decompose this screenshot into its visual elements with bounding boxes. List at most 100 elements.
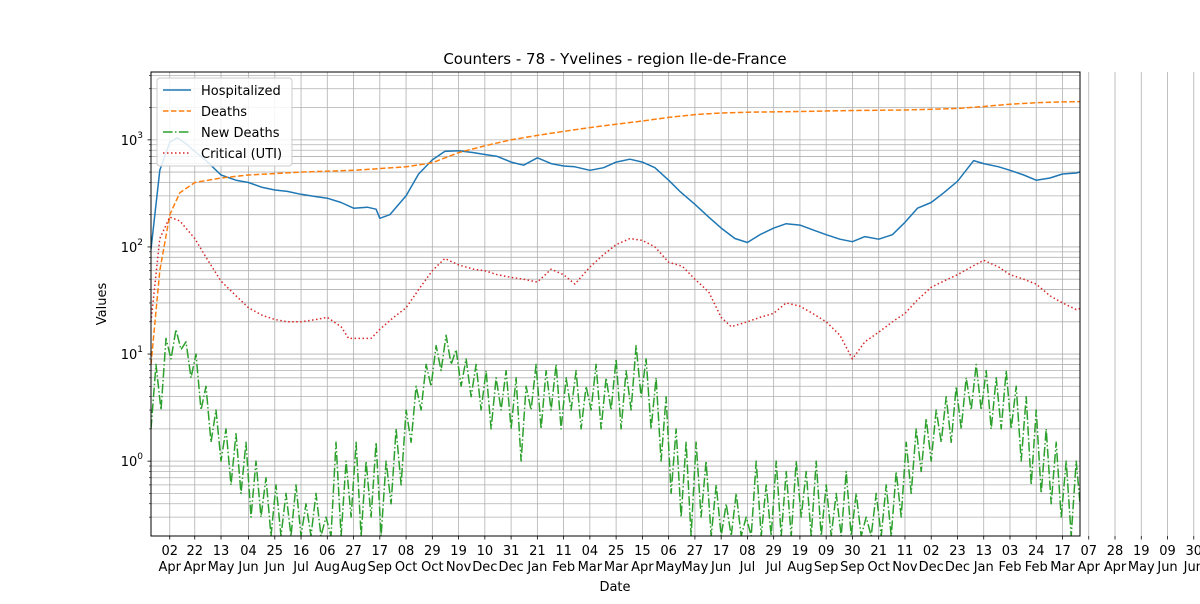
x-tick-day-label: 15 (634, 544, 651, 559)
x-tick-month-label: Jun (1183, 560, 1200, 575)
x-tick-month-label: Jan (526, 560, 547, 575)
x-tick-day-label: 16 (293, 544, 310, 559)
x-tick-day-label: 09 (818, 544, 835, 559)
y-axis-label: Values (95, 283, 110, 326)
x-tick-month-label: Jun (710, 560, 731, 575)
series-line-critical-uti (151, 216, 1080, 360)
x-tick-day-label: 17 (1054, 544, 1071, 559)
x-tick-month-label: Aug (315, 560, 340, 575)
x-axis-label: Date (599, 580, 630, 595)
plot-frame (150, 71, 1081, 537)
x-tick-month-label: May (208, 560, 235, 575)
x-tick-month-label: Mar (1050, 560, 1075, 575)
x-tick-month-label: Mar (578, 560, 603, 575)
x-tick-day-label: 19 (792, 544, 809, 559)
x-tick-day-label: 19 (1133, 544, 1150, 559)
x-tick-month-label: Dec (499, 560, 524, 575)
x-tick-month-label: Apr (1104, 560, 1127, 575)
x-tick-day-label: 02 (161, 544, 178, 559)
x-tick-month-label: Jun (237, 560, 258, 575)
x-tick-month-label: Mar (604, 560, 629, 575)
x-tick-day-label: 29 (424, 544, 441, 559)
x-tick-day-label: 28 (1107, 544, 1124, 559)
x-tick-month-label: Sep (814, 560, 839, 575)
x-tick-month-label: May (1128, 560, 1155, 575)
x-tick-month-label: Aug (341, 560, 366, 575)
x-tick-day-label: 30 (1186, 544, 1200, 559)
x-tick-month-label: Apr (159, 560, 182, 575)
x-tick-day-label: 31 (503, 544, 520, 559)
x-tick-day-label: 29 (765, 544, 782, 559)
plot-background (151, 72, 1080, 536)
x-tick-month-label: Jun (264, 560, 285, 575)
x-tick-day-label: 08 (398, 544, 415, 559)
x-tick-month-label: Jul (292, 560, 309, 575)
x-axis: 02Apr22Apr13May04Jun25Jun16Jul06Aug27Aug… (159, 536, 1200, 575)
x-tick-day-label: 02 (923, 544, 940, 559)
x-tick-month-label: Jun (1156, 560, 1177, 575)
x-tick-month-label: Feb (998, 560, 1021, 575)
x-tick-day-label: 04 (582, 544, 599, 559)
x-tick-day-label: 04 (240, 544, 257, 559)
x-tick-day-label: 30 (844, 544, 861, 559)
x-tick-month-label: Dec (472, 560, 497, 575)
x-tick-month-label: Apr (631, 560, 654, 575)
x-tick-month-label: Sep (368, 560, 393, 575)
x-tick-day-label: 22 (186, 544, 203, 559)
x-tick-day-label: 06 (660, 544, 677, 559)
x-tick-month-label: Jul (739, 560, 756, 575)
x-tick-day-label: 13 (975, 544, 992, 559)
x-tick-month-label: Apr (184, 560, 207, 575)
legend-label: Hospitalized (201, 84, 281, 99)
legend-label: New Deaths (201, 126, 280, 141)
x-tick-day-label: 17 (372, 544, 389, 559)
x-tick-month-label: Aug (787, 560, 812, 575)
x-tick-month-label: Oct (395, 560, 417, 575)
legend-label: Deaths (201, 105, 247, 120)
x-tick-day-label: 27 (687, 544, 704, 559)
x-tick-month-label: Dec (945, 560, 970, 575)
legend: Hospitalized Deaths New Deaths Critical (UT… (156, 77, 293, 167)
x-tick-day-label: 08 (739, 544, 756, 559)
x-tick-month-label: May (655, 560, 682, 575)
x-tick-day-label: 24 (1028, 544, 1045, 559)
x-tick-day-label: 03 (1002, 544, 1019, 559)
x-tick-month-label: Dec (919, 560, 944, 575)
x-tick-day-label: 13 (213, 544, 230, 559)
x-tick-day-label: 27 (345, 544, 362, 559)
series-line-new-deaths (151, 328, 1080, 536)
x-tick-day-label: 06 (319, 544, 336, 559)
x-tick-day-label: 11 (897, 544, 914, 559)
x-tick-month-label: Nov (446, 560, 472, 575)
x-tick-day-label: 17 (713, 544, 730, 559)
series-line-deaths (151, 100, 1080, 365)
x-tick-day-label: 25 (267, 544, 284, 559)
legend-box (156, 77, 293, 167)
series-line-hospitalized (151, 136, 1080, 250)
x-tick-month-label: Nov (892, 560, 918, 575)
x-tick-day-label: 11 (555, 544, 572, 559)
chart-title: Counters - 78 - Yvelines - region Ile-de… (443, 50, 786, 68)
x-tick-day-label: 21 (870, 544, 887, 559)
x-tick-day-label: 10 (477, 544, 494, 559)
x-tick-day-label: 25 (608, 544, 625, 559)
series-layer (151, 100, 1080, 536)
x-tick-month-label: Jan (973, 560, 994, 575)
x-tick-day-label: 19 (450, 544, 467, 559)
grid-layer (151, 72, 1195, 536)
x-tick-month-label: Feb (552, 560, 575, 575)
x-tick-month-label: Oct (867, 560, 889, 575)
x-tick-month-label: Sep (840, 560, 865, 575)
x-tick-month-label: Jul (765, 560, 782, 575)
x-tick-day-label: 09 (1159, 544, 1176, 559)
legend-label: Critical (UTI) (201, 147, 282, 162)
x-tick-day-label: 07 (1080, 544, 1097, 559)
x-tick-day-label: 23 (949, 544, 966, 559)
x-tick-month-label: Oct (421, 560, 443, 575)
x-tick-day-label: 21 (529, 544, 546, 559)
x-tick-month-label: Feb (1025, 560, 1048, 575)
x-tick-month-label: May (681, 560, 708, 575)
x-tick-month-label: Apr (1078, 560, 1101, 575)
